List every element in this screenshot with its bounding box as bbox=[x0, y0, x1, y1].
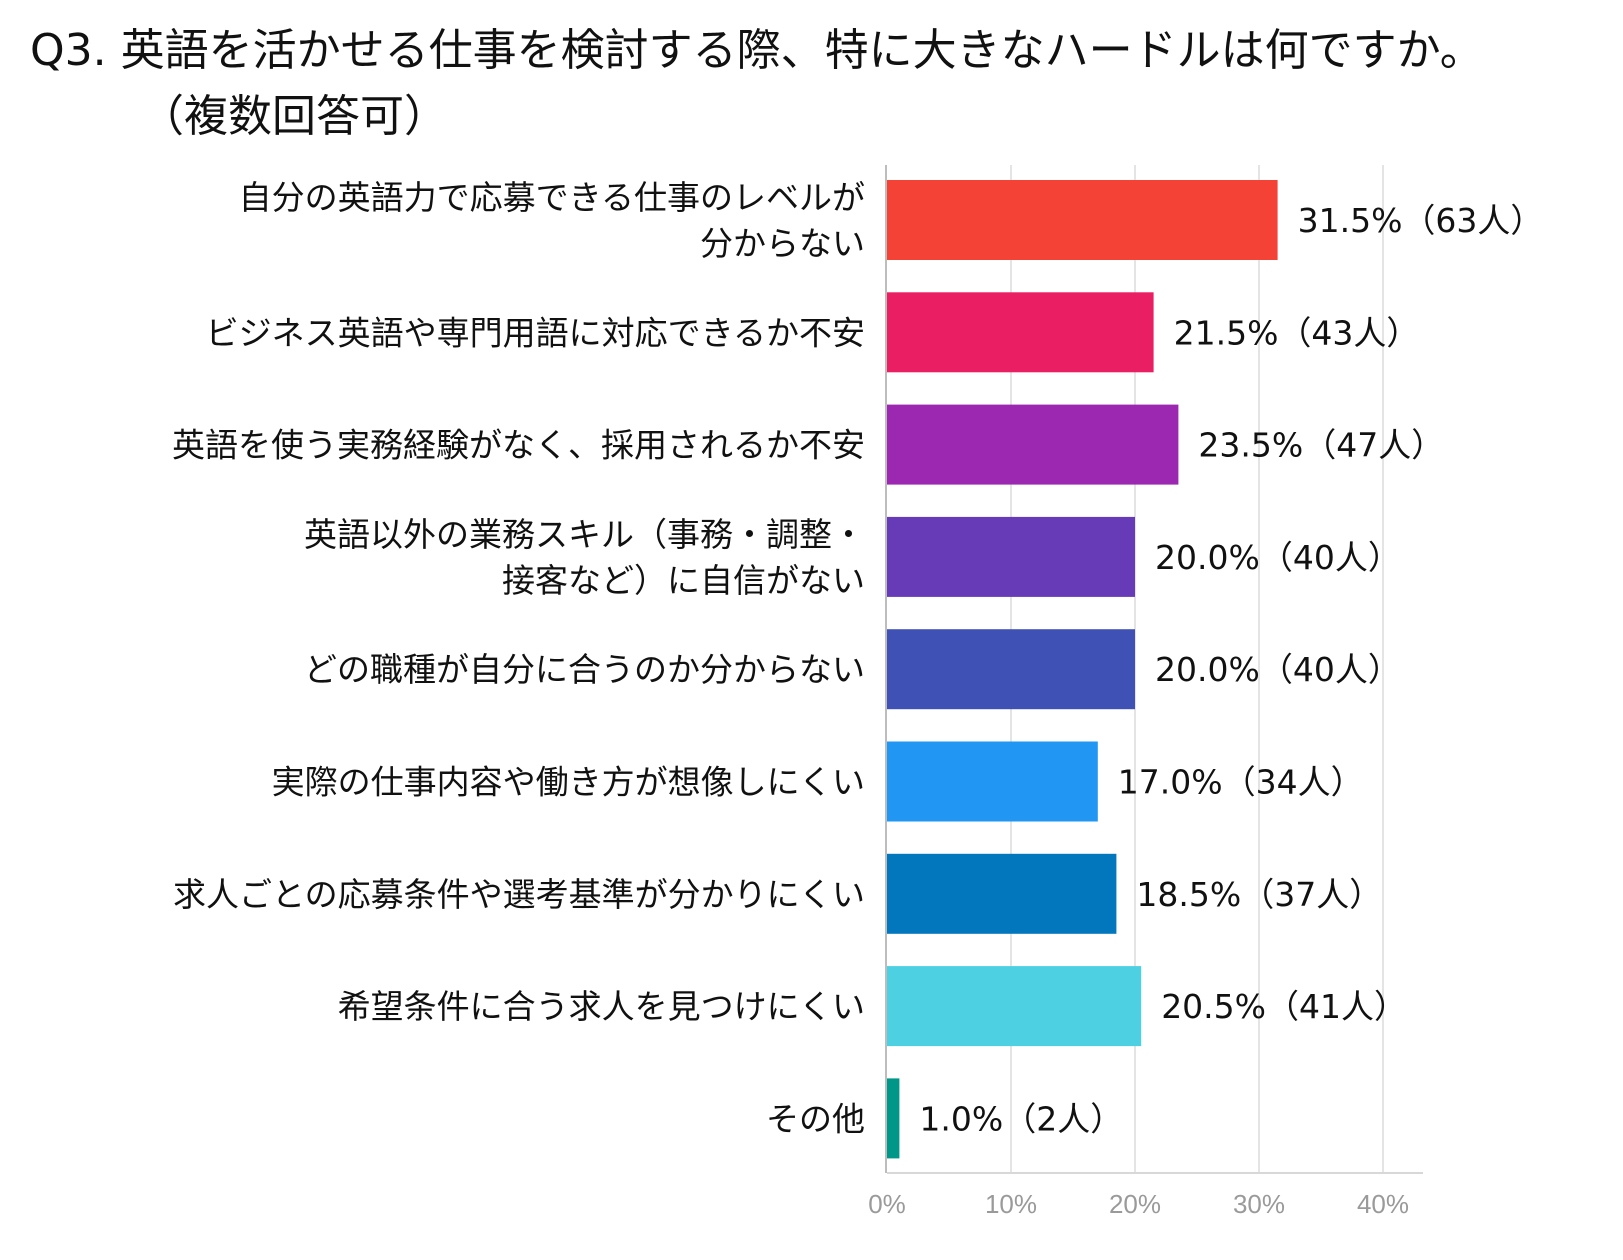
category-label: 英語を使う実務経験がなく、採用されるか不安 bbox=[172, 426, 865, 465]
category-label: 希望条件に合う求人を見つけにくい bbox=[338, 987, 865, 1026]
category-label: 英語以外の業務スキル（事務・調整・ bbox=[304, 515, 865, 554]
chart-title-line1: Q3. 英語を活かせる仕事を検討する際、特に大きなハードルは何ですか。 bbox=[30, 25, 1484, 76]
chart-title: Q3. 英語を活かせる仕事を検討する際、特に大きなハードルは何ですか。 （複数回… bbox=[30, 18, 1610, 150]
x-tick-label: 30% bbox=[1233, 1189, 1285, 1219]
category-label: 分からない bbox=[700, 224, 865, 263]
x-tick-label: 10% bbox=[985, 1189, 1037, 1219]
category-label: 求人ごとの応募条件や選考基準が分かりにくい bbox=[173, 875, 865, 914]
data-label: 23.5%（47人） bbox=[1198, 426, 1444, 465]
bar bbox=[887, 180, 1278, 260]
data-label: 17.0%（34人） bbox=[1118, 763, 1364, 802]
data-label: 20.0%（40人） bbox=[1155, 538, 1401, 577]
data-label: 20.0%（40人） bbox=[1155, 650, 1401, 689]
chart-title-line2: （複数回答可） bbox=[140, 91, 448, 142]
bar bbox=[887, 404, 1179, 485]
data-label: 20.5%（41人） bbox=[1161, 987, 1407, 1026]
x-tick-label: 20% bbox=[1109, 1189, 1161, 1219]
category-label: 実際の仕事内容や働き方が想像しにくい bbox=[272, 763, 865, 802]
x-tick-label: 40% bbox=[1357, 1189, 1409, 1219]
x-tick-label: 0% bbox=[868, 1189, 906, 1219]
bar bbox=[887, 853, 1117, 934]
data-label: 31.5%（63人） bbox=[1298, 201, 1544, 240]
category-label: どの職種が自分に合うのか分からない bbox=[304, 650, 865, 689]
bar bbox=[887, 629, 1135, 710]
category-label: 自分の英語力で応募できる仕事のレベルが bbox=[239, 178, 865, 217]
data-label: 18.5%（37人） bbox=[1136, 875, 1382, 914]
bar bbox=[887, 1078, 900, 1159]
bar bbox=[887, 516, 1135, 597]
bars bbox=[887, 180, 1278, 1159]
data-label: 21.5%（43人） bbox=[1174, 313, 1420, 352]
category-label: その他 bbox=[766, 1099, 865, 1138]
bar bbox=[887, 741, 1098, 822]
category-labels: 自分の英語力で応募できる仕事のレベルが分からないビジネス英語や専門用語に対応でき… bbox=[172, 178, 865, 1138]
bar bbox=[887, 966, 1142, 1047]
category-label: ビジネス英語や専門用語に対応できるか不安 bbox=[206, 313, 865, 352]
x-axis-ticks: 0% 10% 20% 30% 40% bbox=[868, 1189, 1409, 1219]
category-label: 接客など）に自信がない bbox=[502, 561, 865, 600]
data-label: 1.0%（2人） bbox=[919, 1099, 1123, 1138]
bar bbox=[887, 292, 1154, 373]
value-labels: 31.5%（63人） 21.5%（43人） 23.5%（47人） 20.0%（40人）… bbox=[919, 201, 1543, 1138]
